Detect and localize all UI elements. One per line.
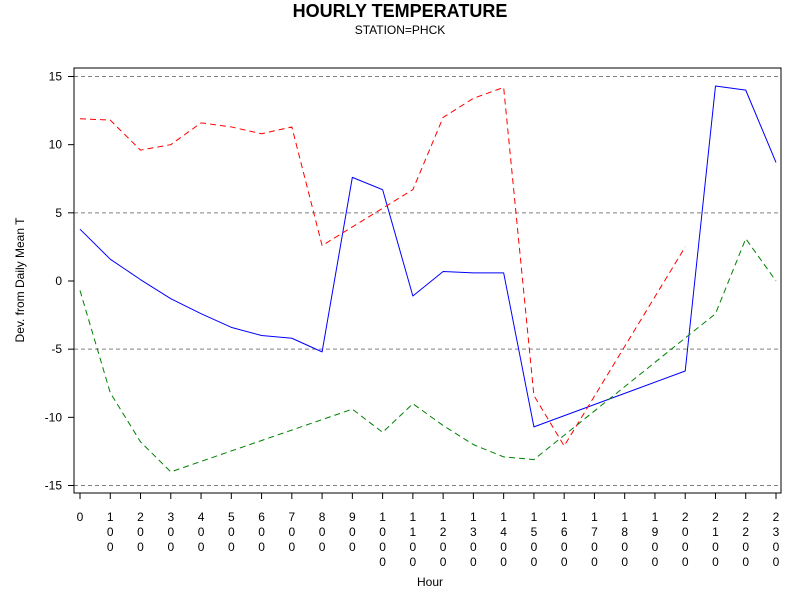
chart-title: HOURLY TEMPERATURE [292,1,508,21]
series-line-3 [79,238,777,473]
plot-frame [73,67,782,494]
reference-lines [74,76,781,486]
x-axis-label: Hour [416,575,443,589]
series-line-2 [79,86,686,447]
y-axis-ticks: -15 -10 -5 0 5 10 15 [45,70,74,493]
x-axis-ticks: 0 1 0 0 2 0 0 3 0 0 4 0 0 5 0 0 6 0 0 7 0 0 8 0 0 9 0 0 1 0 0 0 1 1 0 0 1 2 0 0… [77,493,780,569]
y-tick-label: 0 [55,274,62,288]
x-tick-label: 0 [77,510,84,524]
y-tick-label: -15 [45,479,63,493]
y-tick-label: 15 [49,70,63,84]
chart-subtitle: STATION=PHCK [354,23,446,37]
y-axis-label: Dev. from Daily Mean T [13,217,27,343]
series-lines [79,85,777,473]
series-line-1 [79,85,777,428]
y-tick-label: 10 [49,138,63,152]
y-tick-label: -10 [45,410,63,424]
y-tick-label: -5 [51,342,62,356]
y-tick-label: 5 [55,206,62,220]
